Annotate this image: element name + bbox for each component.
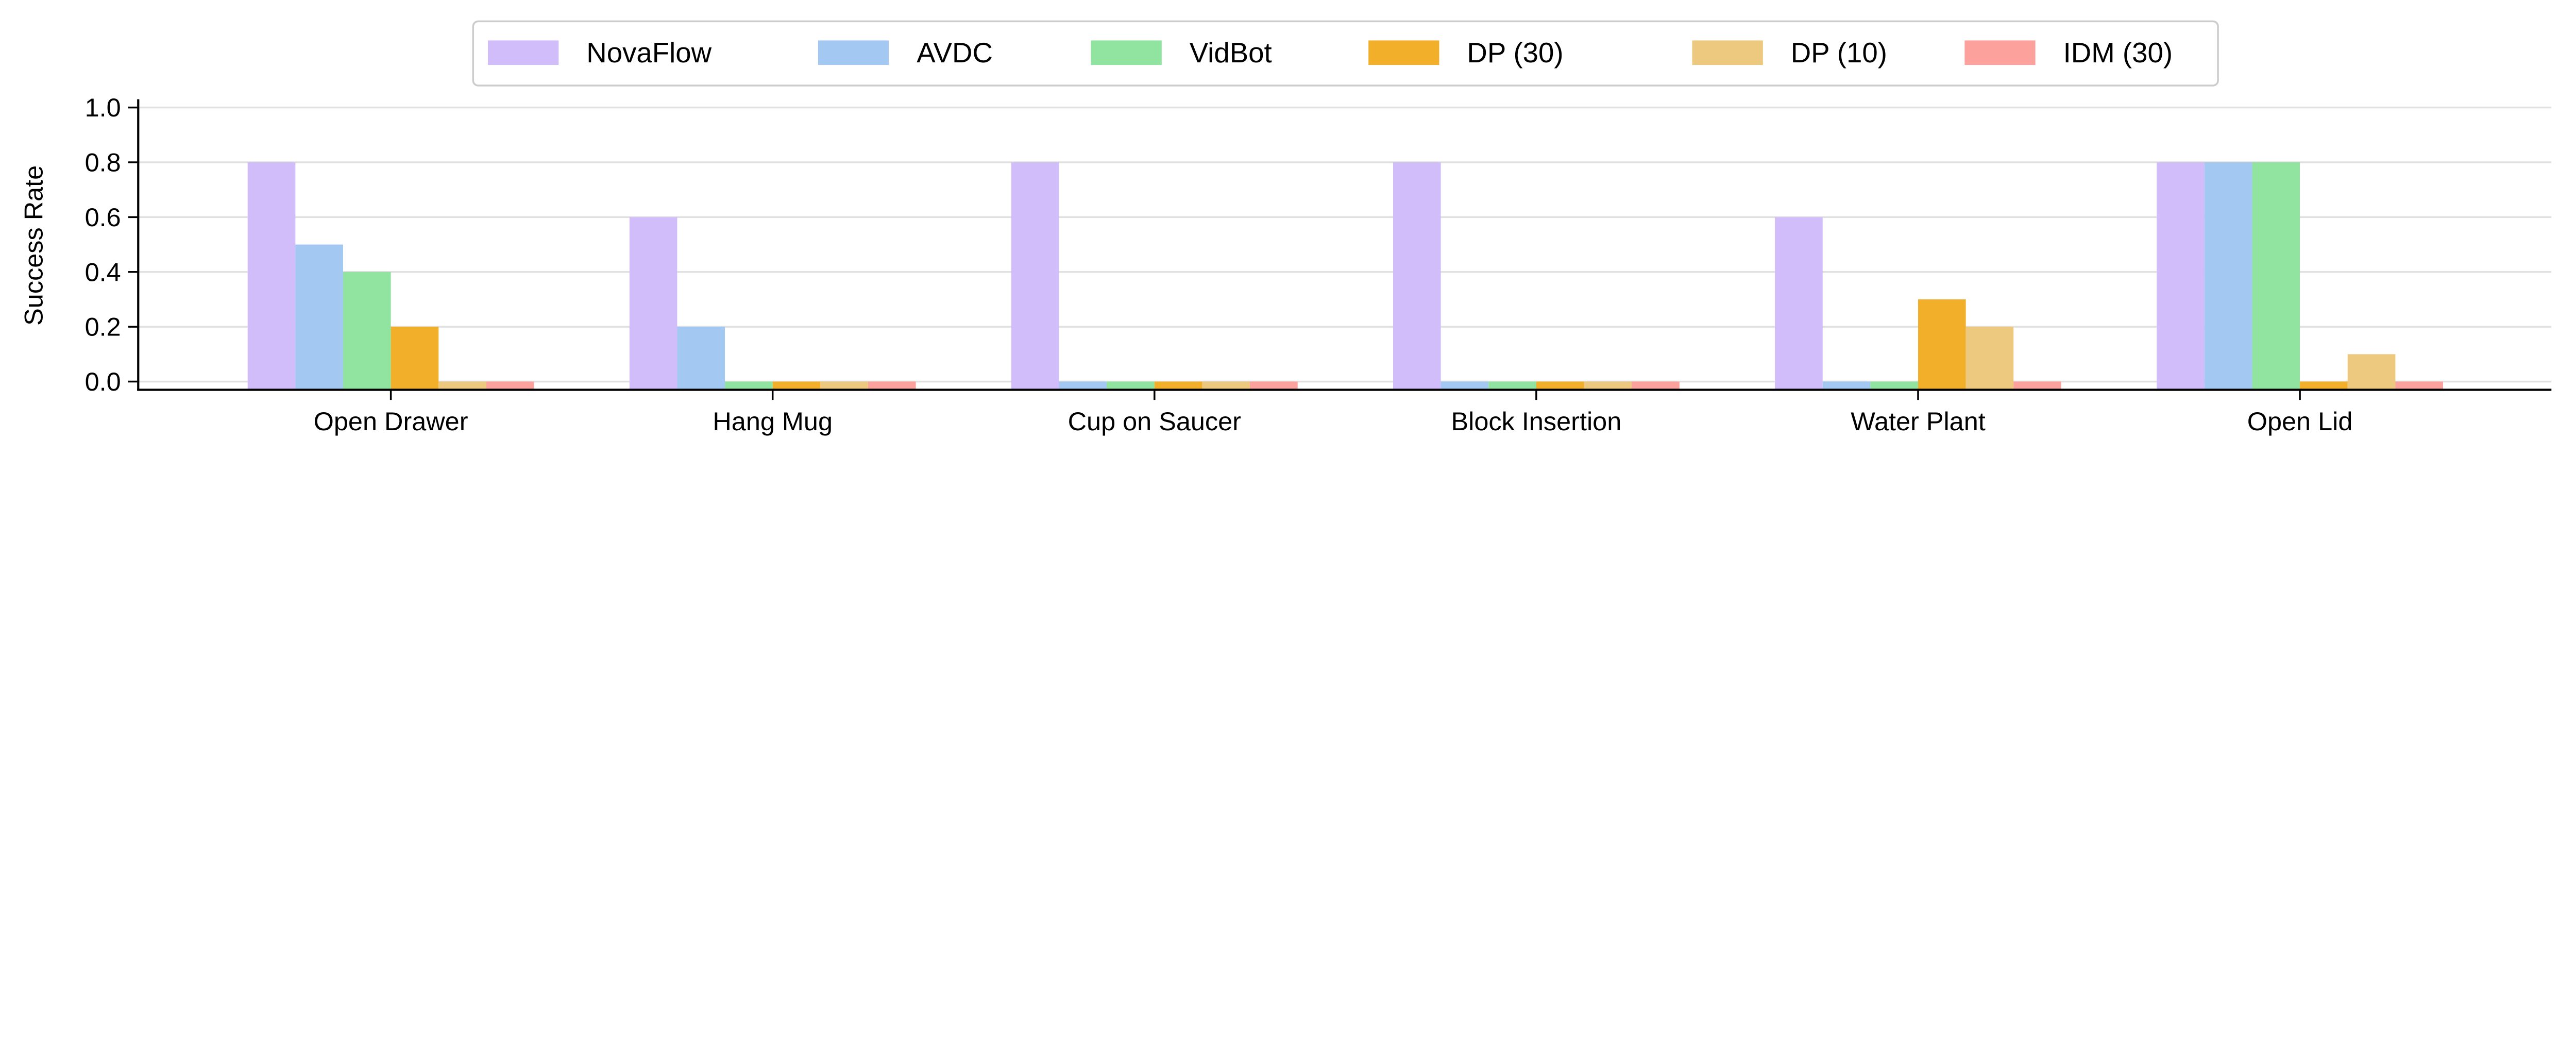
- bar-vidbot-3: [1488, 381, 1536, 390]
- bar-avdc-1: [677, 327, 725, 390]
- y-tick-label: 0.2: [85, 312, 121, 342]
- legend-item: IDM (30): [1964, 37, 2173, 69]
- legend-swatch: [1692, 40, 1763, 65]
- legend-swatch: [488, 40, 559, 65]
- bar-novaflow-5: [2157, 162, 2205, 390]
- bar-idm-30--3: [1632, 381, 1680, 390]
- x-tick-label: Open Drawer: [314, 407, 468, 436]
- bar-dp-10--3: [1584, 381, 1632, 390]
- bar-dp-10--4: [1965, 327, 2014, 390]
- legend: NovaFlow AVDC VidBot DP (30) DP (10) IDM (30): [472, 20, 2219, 87]
- bar-idm-30--5: [2395, 381, 2444, 390]
- bar-dp-10--2: [1202, 381, 1250, 390]
- legend-label: DP (30): [1467, 37, 1563, 69]
- bar-novaflow-3: [1393, 162, 1441, 390]
- bar-dp-30--3: [1536, 381, 1584, 390]
- bar-chart: 0.0 0.2 0.4 0.6 0.8 1.0 Open Drawer Hang Mug Cup…: [19, 20, 2552, 436]
- y-axis-label: Success Rate: [19, 165, 48, 326]
- legend-label: IDM (30): [2063, 37, 2173, 69]
- legend-item: DP (10): [1692, 37, 1887, 69]
- x-tick-label: Cup on Saucer: [1068, 407, 1241, 436]
- legend-swatch: [1091, 40, 1162, 65]
- bar-novaflow-4: [1775, 217, 1823, 390]
- bar-avdc-0: [295, 244, 343, 390]
- bar-vidbot-5: [2252, 162, 2300, 390]
- bar-avdc-2: [1059, 381, 1107, 390]
- bar-dp-10--0: [438, 381, 486, 390]
- legend-swatch: [1964, 40, 2036, 65]
- axes: 0.0 0.2 0.4 0.6 0.8 1.0 Open Drawer Hang Mug Cup…: [85, 93, 2552, 436]
- bar-avdc-3: [1440, 381, 1489, 390]
- legend-label: AVDC: [917, 37, 993, 69]
- y-tick-label: 1.0: [85, 93, 121, 122]
- legend-item: AVDC: [818, 37, 993, 69]
- x-tick-label: Hang Mug: [713, 407, 833, 436]
- bar-dp-10--1: [820, 381, 868, 390]
- legend-label: VidBot: [1190, 37, 1272, 69]
- bar-dp-30--2: [1154, 381, 1202, 390]
- legend-label: NovaFlow: [586, 37, 711, 69]
- bar-avdc-5: [2204, 162, 2252, 390]
- y-tick-label: 0.6: [85, 203, 121, 232]
- legend-swatch: [818, 40, 889, 65]
- bar-idm-30--2: [1250, 381, 1298, 390]
- bar-idm-30--4: [2013, 381, 2061, 390]
- bar-dp-30--0: [391, 327, 439, 390]
- bars: [247, 162, 2444, 390]
- legend-item: DP (30): [1368, 37, 1564, 69]
- gridlines: [138, 106, 2552, 383]
- bar-vidbot-4: [1870, 381, 1918, 390]
- bar-novaflow-0: [247, 162, 296, 390]
- y-tick-label: 0.8: [85, 147, 121, 177]
- bar-vidbot-1: [725, 381, 773, 390]
- bar-idm-30--0: [486, 381, 534, 390]
- x-tick-label: Water Plant: [1851, 407, 1986, 436]
- x-tick-label: Open Lid: [2247, 407, 2353, 436]
- legend-item: VidBot: [1091, 37, 1272, 69]
- legend-swatch: [1368, 40, 1439, 65]
- bar-dp-10--5: [2347, 354, 2396, 390]
- legend-label: DP (10): [1791, 37, 1887, 69]
- bar-dp-30--5: [2300, 381, 2348, 390]
- bar-idm-30--1: [868, 381, 916, 390]
- legend-frame: [472, 20, 2219, 87]
- bar-vidbot-0: [343, 272, 391, 390]
- y-tick-label: 0.0: [85, 367, 121, 396]
- legend-item: NovaFlow: [488, 37, 712, 69]
- bar-novaflow-2: [1011, 162, 1059, 390]
- bar-vidbot-2: [1107, 381, 1155, 390]
- bar-dp-30--1: [772, 381, 821, 390]
- bar-novaflow-1: [629, 217, 677, 390]
- bar-avdc-4: [1822, 381, 1871, 390]
- x-tick-label: Block Insertion: [1451, 407, 1622, 436]
- y-tick-label: 0.4: [85, 257, 121, 286]
- bar-dp-30--4: [1918, 299, 1966, 390]
